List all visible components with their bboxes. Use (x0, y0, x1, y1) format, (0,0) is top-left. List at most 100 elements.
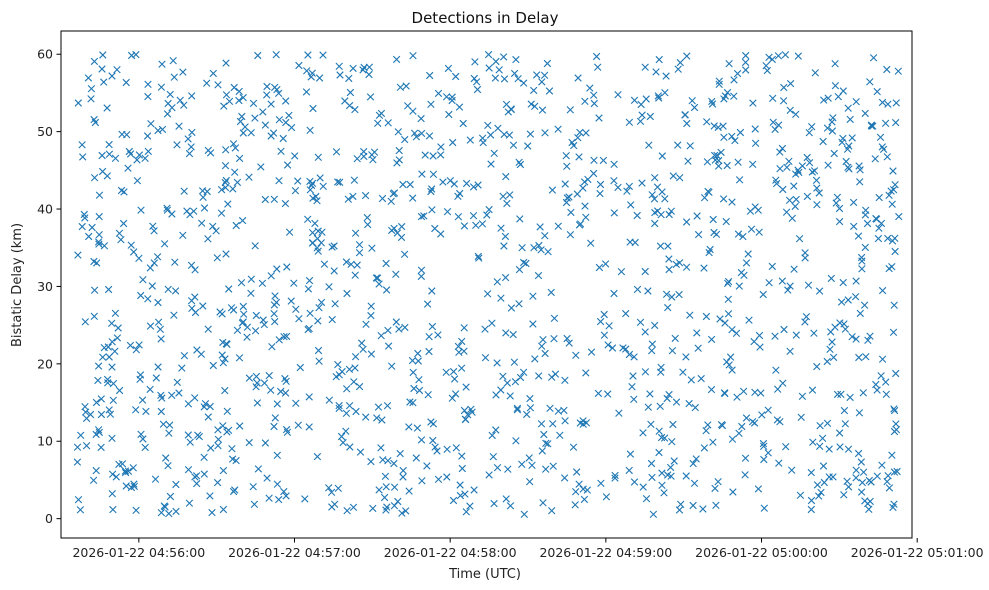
scatter-point (797, 413, 805, 421)
scatter-point (815, 492, 823, 500)
scatter-point (499, 53, 508, 61)
scatter-point (827, 274, 835, 283)
scatter-point (78, 222, 86, 231)
scatter-point (412, 133, 421, 141)
scatter-point (791, 202, 799, 211)
scatter-point (390, 483, 399, 491)
scatter-point (408, 356, 417, 365)
scatter-point (225, 285, 233, 293)
scatter-point (431, 443, 439, 451)
scatter-point (270, 301, 279, 309)
scatter-point (133, 156, 141, 164)
scatter-point (688, 97, 696, 105)
scatter-point (644, 403, 652, 411)
scatter-point (826, 345, 834, 353)
scatter-point (639, 483, 647, 491)
scatter-point (115, 460, 123, 469)
scatter-point (548, 186, 557, 194)
scatter-point (514, 75, 522, 83)
scatter-point (672, 398, 681, 406)
scatter-point (305, 276, 314, 285)
scatter-point (115, 386, 124, 395)
scatter-point (198, 187, 207, 195)
scatter-point (291, 187, 300, 195)
scatter-point (251, 327, 260, 335)
scatter-point (854, 232, 863, 240)
scatter-point (230, 83, 238, 92)
scatter-point (111, 154, 120, 162)
scatter-point (159, 420, 168, 428)
scatter-point (308, 69, 316, 77)
scatter-point (195, 432, 203, 441)
scatter-point (648, 473, 656, 482)
scatter-point (275, 116, 284, 124)
scatter-point (73, 458, 82, 466)
scatter-point (549, 462, 557, 470)
scatter-point (173, 378, 181, 386)
scatter-point (776, 165, 784, 173)
scatter-point (351, 353, 360, 361)
scatter-point (625, 350, 634, 359)
scatter-point (709, 438, 717, 446)
scatter-point (365, 70, 373, 79)
scatter-point (828, 118, 836, 126)
scatter-point (149, 222, 157, 230)
scatter-point (314, 247, 322, 255)
scatter-point (502, 495, 510, 503)
scatter-point (429, 170, 438, 178)
scatter-point (570, 141, 578, 150)
y-tick-label: 60 (37, 47, 53, 62)
scatter-point (219, 505, 228, 514)
scatter-point (199, 302, 207, 310)
scatter-point (273, 451, 281, 459)
scatter-point (574, 74, 582, 82)
scatter-point (353, 261, 361, 269)
scatter-point (446, 177, 454, 185)
scatter-point (776, 418, 784, 426)
scatter-point (283, 161, 292, 169)
scatter-point (90, 57, 99, 66)
scatter-point (275, 336, 283, 344)
scatter-point (699, 505, 707, 513)
scatter-point (510, 358, 519, 366)
scatter-point (351, 271, 359, 279)
scatter-point (418, 477, 426, 485)
scatter-point (417, 129, 426, 138)
scatter-point (757, 389, 765, 397)
scatter-point (263, 82, 271, 91)
scatter-point (790, 265, 798, 273)
scatter-point (750, 337, 758, 346)
scatter-point (848, 134, 856, 142)
scatter-point (516, 160, 525, 169)
scatter-point (492, 426, 500, 434)
scatter-point (582, 369, 590, 377)
scatter-point (132, 346, 140, 354)
scatter-point (165, 429, 173, 437)
scatter-point (93, 259, 101, 267)
scatter-point (219, 466, 228, 475)
scatter-point (599, 156, 608, 165)
scatter-point (282, 332, 291, 341)
scatter-point (712, 501, 720, 509)
scatter-point (294, 177, 302, 185)
scatter-point (138, 396, 147, 404)
scatter-point (263, 91, 271, 99)
scatter-point (287, 297, 295, 305)
scatter-point (454, 213, 463, 221)
scatter-point (852, 466, 860, 474)
scatter-point (833, 390, 842, 399)
scatter-point (418, 170, 426, 178)
scatter-point (565, 339, 573, 347)
scatter-point (595, 263, 604, 272)
scatter-point (157, 335, 165, 343)
scatter-point (409, 107, 417, 115)
scatter-point (892, 420, 900, 428)
scatter-point (334, 178, 342, 186)
scatter-point (280, 487, 288, 496)
scatter-point (515, 265, 524, 274)
scatter-point (420, 212, 428, 220)
scatter-point (671, 334, 679, 343)
scatter-point (223, 407, 231, 415)
scatter-point (590, 99, 598, 108)
